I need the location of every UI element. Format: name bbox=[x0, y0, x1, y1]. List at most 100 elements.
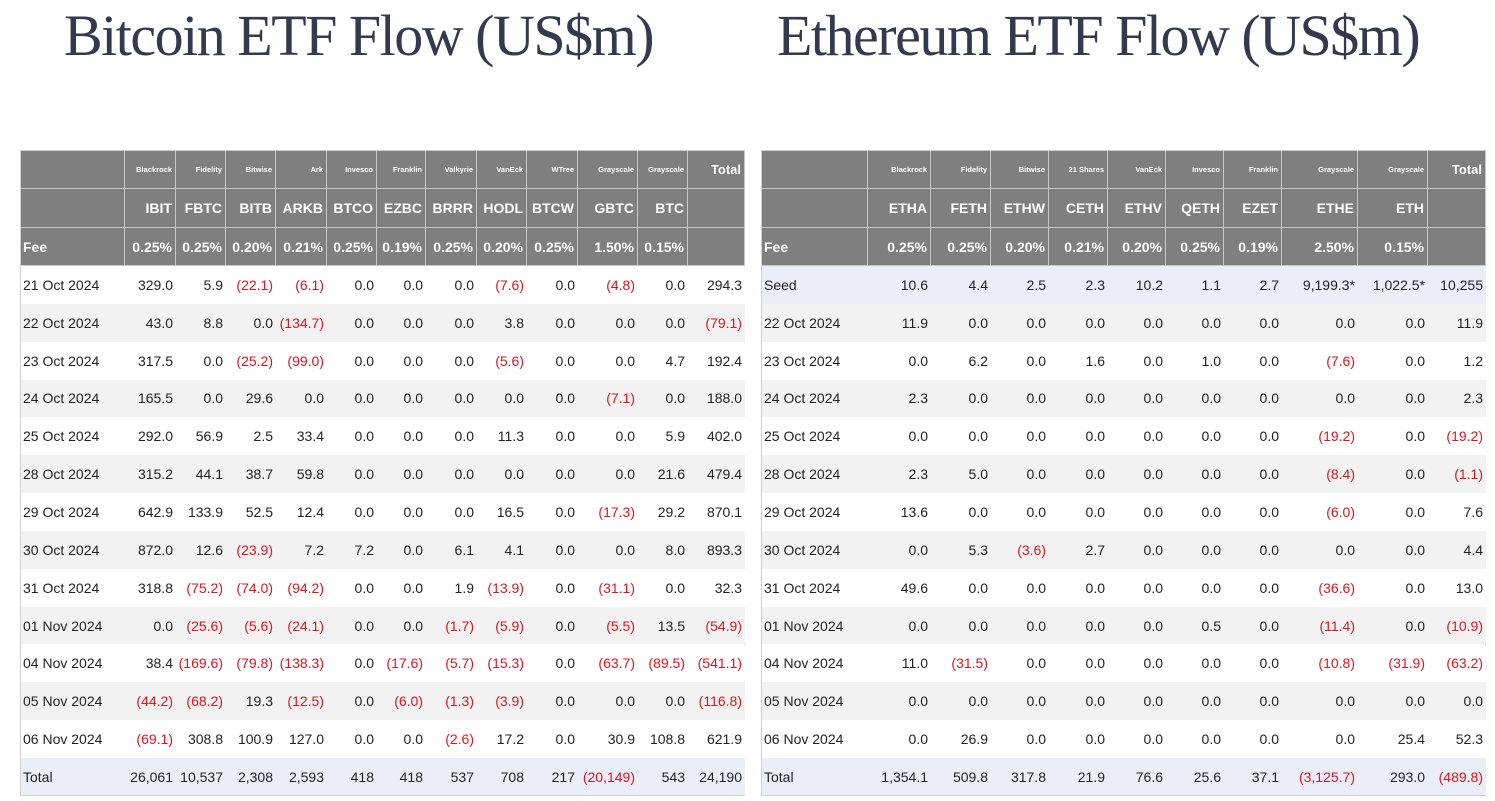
flow-value: (2.6) bbox=[426, 720, 477, 759]
flow-value: 0.0 bbox=[578, 303, 638, 342]
flow-value: 0.0 bbox=[1049, 417, 1108, 456]
flow-value: 52.5 bbox=[226, 493, 276, 531]
flow-value: (94.2) bbox=[276, 568, 327, 607]
flow-value: 0.0 bbox=[991, 606, 1049, 645]
flow-value: 2.5 bbox=[991, 266, 1049, 304]
flow-value: 0.0 bbox=[1108, 644, 1166, 683]
flow-value: 0.0 bbox=[176, 341, 226, 380]
flow-value: 0.0 bbox=[578, 417, 638, 456]
total-value: 10,537 bbox=[176, 758, 226, 795]
flow-value: 0.0 bbox=[377, 417, 426, 456]
flow-value: 0.0 bbox=[991, 341, 1049, 380]
flow-value: 2.3 bbox=[868, 379, 931, 418]
flow-value: 0.0 bbox=[1049, 455, 1108, 494]
flow-value: 315.2 bbox=[125, 455, 176, 494]
row-label: 06 Nov 2024 bbox=[762, 720, 868, 759]
flow-value: (3.9) bbox=[477, 682, 527, 721]
flow-value: (541.1) bbox=[688, 644, 745, 683]
flow-value: 0.0 bbox=[327, 341, 377, 380]
flow-value: 0.0 bbox=[1224, 644, 1282, 683]
flow-value: 0.0 bbox=[991, 682, 1049, 721]
total-value: 37.1 bbox=[1224, 758, 1282, 795]
flow-value: 0.0 bbox=[1166, 530, 1224, 569]
flow-value: 11.9 bbox=[868, 303, 931, 342]
flow-value: 0.0 bbox=[377, 568, 426, 607]
fee: 0.20% bbox=[477, 228, 527, 266]
flow-value: 0.0 bbox=[931, 379, 991, 418]
flow-value: (23.9) bbox=[226, 530, 276, 569]
fee-label: Fee bbox=[21, 228, 125, 266]
flow-value: 0.0 bbox=[327, 644, 377, 683]
flow-value: (31.1) bbox=[578, 568, 638, 607]
flow-value: 0.0 bbox=[1108, 455, 1166, 494]
title: Ethereum ETF Flow (US$m) bbox=[777, 3, 1421, 68]
row-label: 28 Oct 2024 bbox=[21, 455, 125, 494]
etf-table: Blackrock Fidelity Bitwise 21 Shares VanEck I… bbox=[761, 150, 1486, 796]
flow-value: (79.1) bbox=[688, 303, 745, 342]
flow-value: 0.0 bbox=[327, 493, 377, 531]
flow-value: 0.0 bbox=[527, 341, 578, 380]
flow-value: (63.2) bbox=[1428, 644, 1486, 683]
ticker: HODL bbox=[477, 189, 527, 228]
flow-value: 43.0 bbox=[125, 303, 176, 342]
flow-value: (1.3) bbox=[426, 682, 477, 721]
flow-value: 13.5 bbox=[638, 606, 688, 645]
flow-value: 0.0 bbox=[1224, 568, 1282, 607]
row-label: 30 Oct 2024 bbox=[762, 530, 868, 569]
flow-value: 0.0 bbox=[527, 682, 578, 721]
row-label: 31 Oct 2024 bbox=[21, 568, 125, 607]
provider: Invesco bbox=[1166, 151, 1224, 189]
flow-value: 0.0 bbox=[1049, 568, 1108, 607]
flow-value: 16.5 bbox=[477, 493, 527, 531]
flow-value: 0.0 bbox=[1224, 530, 1282, 569]
flow-value: 0.0 bbox=[1224, 379, 1282, 418]
flow-value: 0.0 bbox=[1282, 720, 1358, 759]
provider: Grayscale bbox=[578, 151, 638, 189]
flow-value: 0.0 bbox=[527, 493, 578, 531]
flow-value: 1.1 bbox=[1166, 266, 1224, 304]
flow-value: 0.0 bbox=[931, 606, 991, 645]
fee: 1.50% bbox=[578, 228, 638, 266]
flow-value: (7.1) bbox=[578, 379, 638, 418]
flow-value: (68.2) bbox=[176, 682, 226, 721]
flow-value: (25.6) bbox=[176, 606, 226, 645]
flow-value: 0.0 bbox=[426, 493, 477, 531]
row-label: 29 Oct 2024 bbox=[762, 493, 868, 531]
total-value: 537 bbox=[426, 758, 477, 795]
flow-value: 0.0 bbox=[527, 530, 578, 569]
ticker: FBTC bbox=[176, 189, 226, 228]
fee: 0.20% bbox=[1108, 228, 1166, 266]
flow-value: 4.4 bbox=[931, 266, 991, 304]
total-value: 26,061 bbox=[125, 758, 176, 795]
flow-value: 2.7 bbox=[1224, 266, 1282, 304]
flow-value: 0.0 bbox=[276, 379, 327, 418]
flow-value: (89.5) bbox=[638, 644, 688, 683]
flow-value: 893.3 bbox=[688, 530, 745, 569]
flow-value: 5.9 bbox=[638, 417, 688, 456]
flow-value: 0.0 bbox=[1166, 379, 1224, 418]
flow-value: 1.9 bbox=[426, 568, 477, 607]
flow-value: 0.0 bbox=[1282, 379, 1358, 418]
flow-value: 19.3 bbox=[226, 682, 276, 721]
flow-value: 1,022.5* bbox=[1358, 266, 1428, 304]
fee: 0.25% bbox=[327, 228, 377, 266]
flow-value: 188.0 bbox=[688, 379, 745, 418]
flow-value: 0.0 bbox=[1358, 530, 1428, 569]
etf-table: Blackrock Fidelity Bitwise Ark Invesco Frankl… bbox=[20, 150, 745, 796]
row-label: 28 Oct 2024 bbox=[762, 455, 868, 494]
flow-value: 12.6 bbox=[176, 530, 226, 569]
flow-value: 0.0 bbox=[1428, 682, 1486, 721]
flow-value: 8.0 bbox=[638, 530, 688, 569]
flow-value: 29.6 bbox=[226, 379, 276, 418]
flow-value: 0.0 bbox=[426, 379, 477, 418]
header-cell bbox=[688, 189, 745, 228]
flow-value: 0.0 bbox=[991, 493, 1049, 531]
provider: Franklin bbox=[1224, 151, 1282, 189]
flow-value: 0.0 bbox=[991, 379, 1049, 418]
flow-value: 0.0 bbox=[426, 455, 477, 494]
flow-value: 6.1 bbox=[426, 530, 477, 569]
flow-value: 0.0 bbox=[1358, 341, 1428, 380]
flow-value: 642.9 bbox=[125, 493, 176, 531]
row-label: 05 Nov 2024 bbox=[21, 682, 125, 721]
